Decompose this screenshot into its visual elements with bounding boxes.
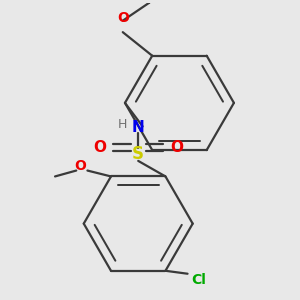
Text: H: H (117, 118, 127, 131)
Text: O: O (171, 140, 184, 155)
Text: Cl: Cl (191, 273, 206, 286)
Text: N: N (132, 120, 145, 135)
Text: O: O (74, 159, 86, 173)
Text: S: S (132, 146, 144, 164)
Text: O: O (117, 11, 129, 25)
Text: O: O (93, 140, 106, 155)
